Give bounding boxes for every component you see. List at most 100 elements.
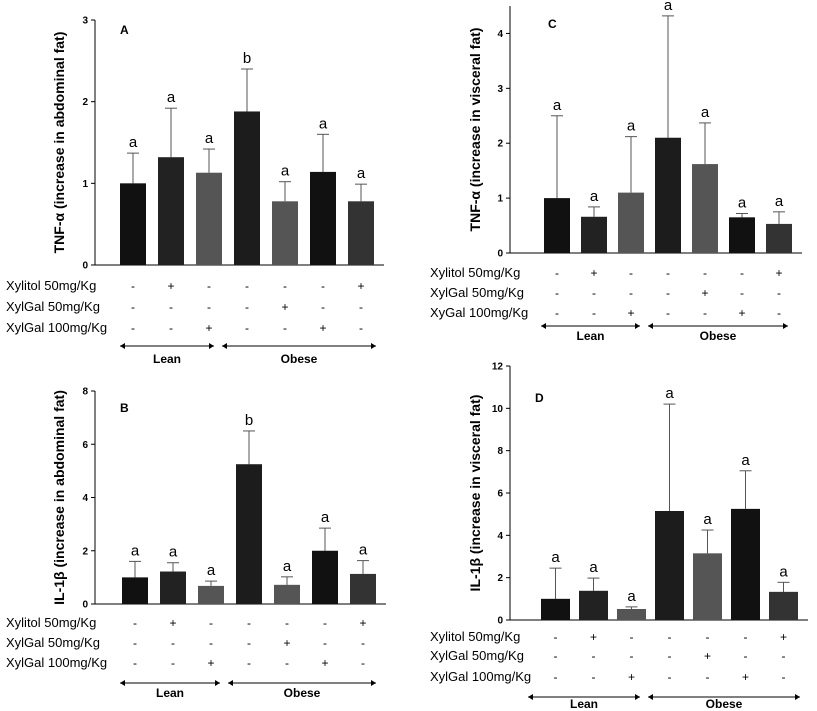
y-tick-label: 4 bbox=[497, 29, 503, 40]
bar bbox=[120, 183, 146, 265]
treatment-sign: - bbox=[629, 266, 633, 280]
bar bbox=[234, 111, 260, 265]
treatment-sign: + bbox=[704, 649, 711, 663]
treatment-sign: - bbox=[554, 670, 558, 684]
bar bbox=[196, 172, 222, 265]
significance-label: a bbox=[589, 559, 598, 576]
significance-label: a bbox=[627, 588, 636, 605]
treatment-sign: - bbox=[777, 286, 781, 300]
group-label: Lean bbox=[570, 697, 598, 711]
significance-label: a bbox=[321, 509, 330, 526]
significance-label: a bbox=[169, 544, 178, 561]
arrow-head-left bbox=[648, 694, 653, 700]
treatment-sign: - bbox=[361, 656, 365, 670]
arrow-head-right bbox=[371, 680, 376, 686]
treatment-sign: - bbox=[703, 306, 707, 320]
panel-label: D bbox=[535, 391, 544, 405]
arrow-head-left bbox=[228, 680, 233, 686]
y-axis-label: TNF-α (increase in visceral fat) bbox=[467, 28, 483, 232]
arrow-head-right bbox=[215, 680, 220, 686]
bar bbox=[655, 510, 684, 620]
bar bbox=[581, 216, 607, 253]
y-tick-label: 3 bbox=[82, 16, 88, 27]
treatment-sign: - bbox=[245, 279, 249, 293]
treatment-sign: - bbox=[782, 649, 786, 663]
treatment-sign: + bbox=[205, 321, 212, 335]
treatment-sign: - bbox=[131, 300, 135, 314]
bar bbox=[350, 573, 376, 604]
treatment-sign: - bbox=[285, 616, 289, 630]
significance-label: a bbox=[701, 104, 710, 121]
treatment-sign: + bbox=[701, 286, 708, 300]
treatment-sign: + bbox=[628, 670, 635, 684]
y-tick-label: 2 bbox=[82, 97, 88, 108]
significance-label: a bbox=[283, 558, 292, 575]
treatment-sign: + bbox=[359, 616, 366, 630]
treatment-sign: - bbox=[666, 266, 670, 280]
y-tick-label: 6 bbox=[82, 440, 88, 451]
arrow-head-left bbox=[120, 343, 125, 349]
treatment-sign: - bbox=[782, 670, 786, 684]
treatment-sign: + bbox=[169, 616, 176, 630]
treatment-sign: - bbox=[554, 630, 558, 644]
bar bbox=[312, 550, 338, 604]
bar bbox=[731, 508, 760, 620]
arrow-head-right bbox=[371, 343, 376, 349]
treatment-row-label: XylGal 50mg/Kg bbox=[6, 635, 100, 650]
treatment-sign: - bbox=[131, 321, 135, 335]
treatment-sign: - bbox=[283, 279, 287, 293]
treatment-sign: - bbox=[555, 286, 559, 300]
treatment-sign: - bbox=[247, 656, 251, 670]
treatment-sign: - bbox=[133, 636, 137, 650]
treatment-row-label: XylGal 100mg/Kg bbox=[6, 320, 107, 335]
treatment-sign: - bbox=[321, 279, 325, 293]
bar bbox=[692, 164, 718, 253]
bar bbox=[766, 223, 792, 253]
y-tick-label: 6 bbox=[497, 489, 503, 500]
treatment-sign: - bbox=[630, 630, 634, 644]
arrow-head-right bbox=[635, 694, 640, 700]
treatment-sign: - bbox=[592, 670, 596, 684]
y-tick-label: 0 bbox=[497, 249, 503, 260]
panel-c: 0 1 2 3 4 TNF-α (increase in visceral fat) Ca a… bbox=[430, 0, 802, 343]
y-tick-label: 2 bbox=[82, 546, 88, 557]
treatment-sign: - bbox=[668, 670, 672, 684]
treatment-row-label: XylGal 100mg/Kg bbox=[6, 655, 107, 670]
significance-label: a bbox=[281, 163, 290, 180]
bar bbox=[160, 571, 186, 604]
treatment-sign: + bbox=[780, 630, 787, 644]
treatment-sign: - bbox=[131, 279, 135, 293]
treatment-sign: - bbox=[359, 321, 363, 335]
y-axis-label: IL-1β (increase in abdominal fat) bbox=[51, 390, 67, 605]
treatment-sign: + bbox=[357, 279, 364, 293]
treatment-sign: - bbox=[209, 616, 213, 630]
treatment-sign: - bbox=[171, 636, 175, 650]
treatment-sign: - bbox=[361, 636, 365, 650]
treatment-sign: - bbox=[247, 616, 251, 630]
treatment-sign: - bbox=[555, 266, 559, 280]
bar bbox=[541, 598, 570, 620]
significance-label: a bbox=[205, 130, 214, 147]
treatment-sign: + bbox=[775, 266, 782, 280]
significance-label: b bbox=[245, 412, 253, 429]
significance-label: a bbox=[131, 542, 140, 559]
significance-label: a bbox=[551, 549, 560, 566]
panel-label: A bbox=[120, 23, 129, 37]
significance-label: a bbox=[207, 562, 216, 579]
treatment-sign: - bbox=[209, 636, 213, 650]
significance-label: a bbox=[741, 452, 750, 469]
group-label: Obese bbox=[706, 697, 743, 711]
group-label: Lean bbox=[156, 686, 184, 700]
treatment-sign: + bbox=[283, 636, 290, 650]
significance-label: a bbox=[359, 542, 368, 559]
treatment-sign: + bbox=[627, 306, 634, 320]
significance-label: a bbox=[779, 563, 788, 580]
treatment-sign: - bbox=[283, 321, 287, 335]
treatment-sign: + bbox=[281, 300, 288, 314]
y-tick-label: 0 bbox=[82, 261, 88, 272]
treatment-row-label: Xylitol 50mg/Kg bbox=[6, 615, 96, 630]
significance-label: a bbox=[703, 511, 712, 528]
arrow-head-right bbox=[209, 343, 214, 349]
group-label: Lean bbox=[153, 352, 181, 366]
